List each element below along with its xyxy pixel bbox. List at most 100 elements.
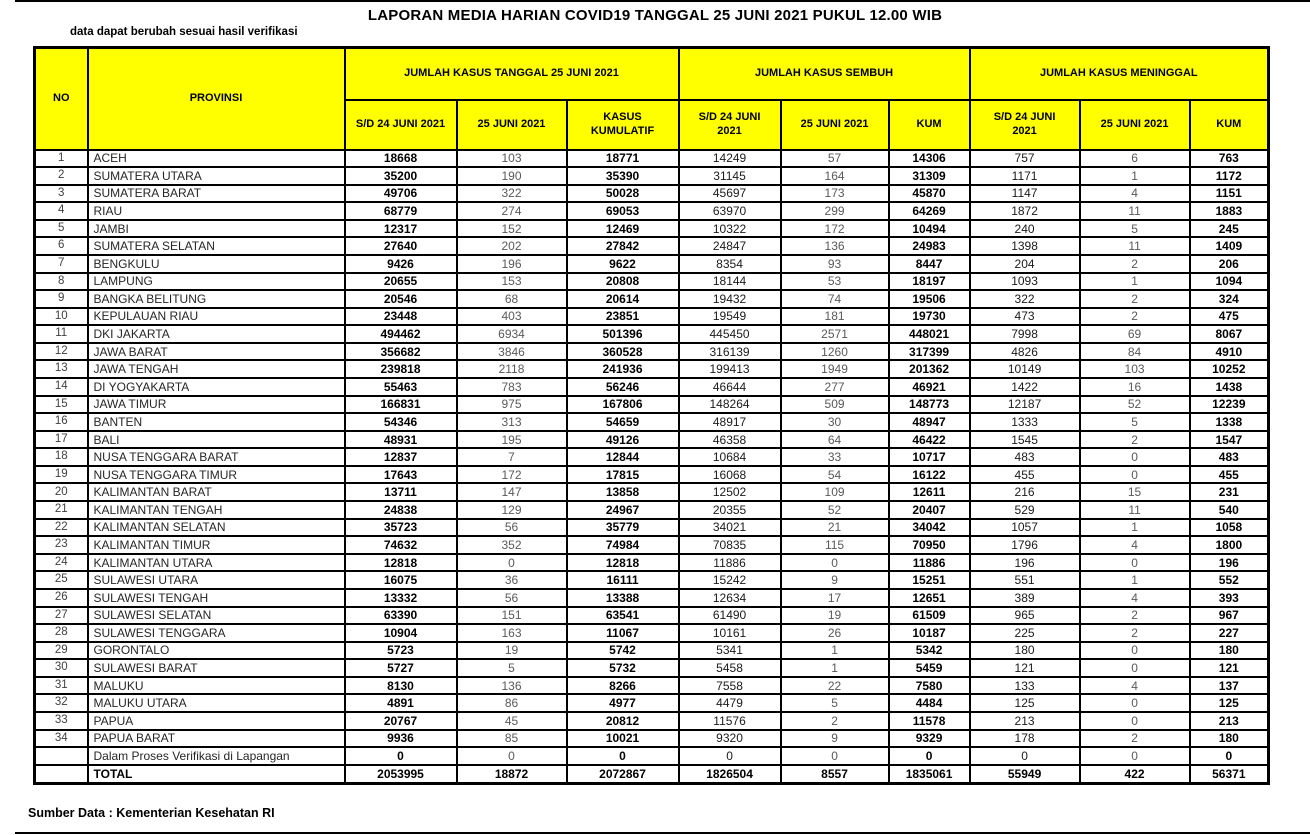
value-cell: 1883: [1188, 201, 1270, 221]
value-cell: 448021: [887, 324, 971, 344]
value-cell: 509: [779, 394, 890, 415]
row-number: 1: [33, 148, 89, 169]
row-number: 9: [33, 289, 89, 309]
value-cell: 10021: [565, 728, 680, 749]
value-cell: 56: [455, 587, 568, 608]
row-number: 31: [33, 675, 89, 696]
value-cell: 1438: [1188, 377, 1270, 397]
table-row: 19 NUSA TENGGARA TIMUR 17643 172 17815 16068 5…: [33, 464, 1270, 485]
value-cell: 0: [343, 746, 458, 766]
row-number: 15: [33, 394, 89, 415]
row-number: 2: [33, 166, 89, 186]
value-cell: 4910: [1188, 341, 1270, 362]
value-cell: 201362: [887, 359, 971, 379]
value-cell: 1: [779, 640, 890, 661]
value-cell: 393: [1188, 587, 1270, 608]
value-cell: 455: [1188, 464, 1270, 485]
value-cell: 7: [455, 447, 568, 467]
row-number: 26: [33, 587, 89, 608]
value-cell: 55949: [968, 763, 1081, 785]
header-kasus-kumulatif: KASUS KUMULATIF: [565, 98, 680, 151]
province-name: MALUKU UTARA: [86, 693, 346, 713]
value-cell: 13858: [565, 482, 680, 503]
row-number: 28: [33, 623, 89, 643]
value-cell: 11576: [677, 711, 782, 731]
row-number: 34: [33, 728, 89, 749]
value-cell: 8067: [1188, 324, 1270, 344]
value-cell: 24967: [565, 500, 680, 520]
table-row: 2 SUMATERA UTARA 35200 190 35390 31145 164 3130…: [33, 166, 1270, 186]
value-cell: 202: [455, 236, 568, 256]
value-cell: 35779: [565, 517, 680, 538]
value-cell: 15: [1078, 482, 1191, 503]
value-cell: 274: [455, 201, 568, 221]
row-number: 10: [33, 306, 89, 327]
value-cell: 74632: [343, 535, 458, 555]
value-cell: 12818: [343, 552, 458, 573]
value-cell: 10684: [677, 447, 782, 467]
table-row: 21 KALIMANTAN TENGAH 24838 129 24967 20355 52 2…: [33, 500, 1270, 520]
header-meninggal-25: 25 JUNI 2021: [1078, 98, 1191, 151]
value-cell: 30: [779, 412, 890, 432]
value-cell: 0: [1078, 693, 1191, 713]
value-cell: 63970: [677, 201, 782, 221]
value-cell: 48947: [887, 412, 971, 432]
value-cell: 4: [1078, 535, 1191, 555]
value-cell: 20407: [887, 500, 971, 520]
row-number: 16: [33, 412, 89, 432]
value-cell: 475: [1188, 306, 1270, 327]
value-cell: 12317: [343, 218, 458, 239]
value-cell: 12844: [565, 447, 680, 467]
value-cell: 1058: [1188, 517, 1270, 538]
value-cell: 551: [968, 570, 1081, 590]
value-cell: 0: [1078, 552, 1191, 573]
value-cell: 403: [455, 306, 568, 327]
province-name: SULAWESI TENGAH: [86, 587, 346, 608]
province-name: SUMATERA UTARA: [86, 166, 346, 186]
value-cell: 121: [968, 658, 1081, 678]
value-cell: 1835061: [887, 763, 971, 785]
value-cell: 16111: [565, 570, 680, 590]
value-cell: 445450: [677, 324, 782, 344]
table-row: 30 SULAWESI BARAT 5727 5 5732 5458 1 5459 121 0 12…: [33, 658, 1270, 678]
value-cell: 133: [968, 675, 1081, 696]
value-cell: 36: [455, 570, 568, 590]
table-row: 6 SUMATERA SELATAN 27640 202 27842 24847 136 24…: [33, 236, 1270, 256]
row-number: 24: [33, 552, 89, 573]
header-meninggal-kum: KUM: [1188, 98, 1270, 151]
table-header: NO PROVINSI JUMLAH KASUS TANGGAL 25 JUNI…: [33, 46, 1270, 151]
value-cell: 317399: [887, 341, 971, 362]
value-cell: 20614: [565, 289, 680, 309]
row-number: 20: [33, 482, 89, 503]
value-cell: 63390: [343, 605, 458, 626]
value-cell: 136: [455, 675, 568, 696]
table-row: 9 BANGKA BELITUNG 20546 68 20614 19432 74 19506…: [33, 289, 1270, 309]
value-cell: 0: [887, 746, 971, 766]
value-cell: 0: [1078, 711, 1191, 731]
value-cell: 166831: [343, 394, 458, 415]
value-cell: 241936: [565, 359, 680, 379]
value-cell: 5342: [887, 640, 971, 661]
province-name: BENGKULU: [86, 253, 346, 274]
header-sembuh-25: 25 JUNI 2021: [779, 98, 890, 151]
row-number: 12: [33, 341, 89, 362]
value-cell: 103: [1078, 359, 1191, 379]
value-cell: 2: [1078, 623, 1191, 643]
value-cell: 19: [455, 640, 568, 661]
value-cell: 10187: [887, 623, 971, 643]
data-source-note: Sumber Data : Kementerian Kesehatan RI: [28, 806, 275, 820]
value-cell: 6934: [455, 324, 568, 344]
value-cell: 10252: [1188, 359, 1270, 379]
value-cell: 5: [779, 693, 890, 713]
value-cell: 70950: [887, 535, 971, 555]
value-cell: 1333: [968, 412, 1081, 432]
value-cell: 181: [779, 306, 890, 327]
value-cell: 11886: [677, 552, 782, 573]
value-cell: 52: [1078, 394, 1191, 415]
table-row: 18 NUSA TENGGARA BARAT 12837 7 12844 10684 33 1…: [33, 447, 1270, 467]
value-cell: 206: [1188, 253, 1270, 274]
value-cell: 277: [779, 377, 890, 397]
header-group-meninggal: JUMLAH KASUS MENINGGAL: [968, 46, 1270, 101]
value-cell: 2: [779, 711, 890, 731]
value-cell: 190: [455, 166, 568, 186]
